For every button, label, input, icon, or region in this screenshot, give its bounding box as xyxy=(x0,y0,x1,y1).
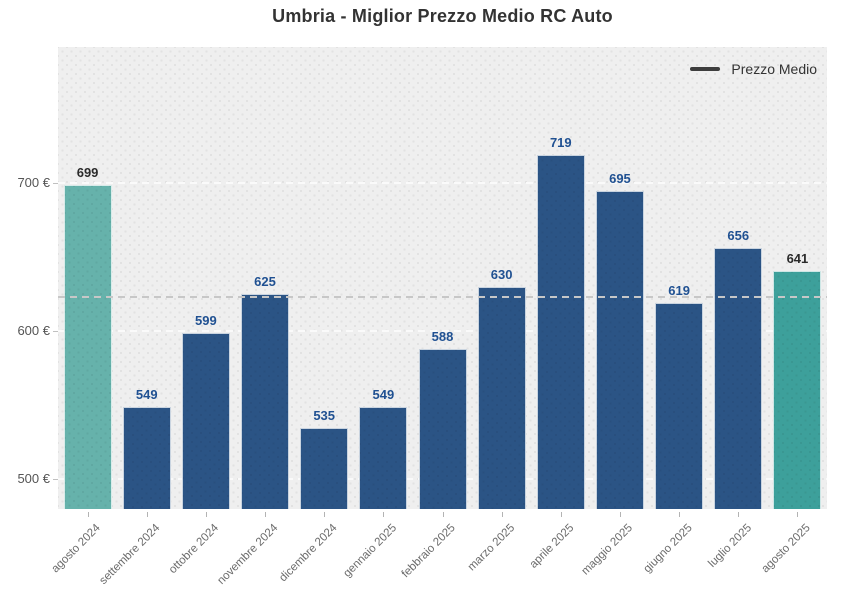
y-axis-label: 500 € xyxy=(17,471,50,487)
legend: Prezzo Medio xyxy=(690,61,817,77)
x-axis-tick xyxy=(265,512,267,517)
x-axis-label-text: novembre 2024 xyxy=(215,522,281,587)
x-axis-tick xyxy=(679,512,681,517)
x-axis-tick xyxy=(442,512,444,517)
x-axis-tick xyxy=(797,512,799,517)
x-axis-tick xyxy=(87,512,89,517)
bar-value-label: 549 xyxy=(135,386,158,402)
x-axis-tick xyxy=(738,512,740,517)
bar-value-label: 588 xyxy=(431,329,454,345)
x-axis-tick xyxy=(383,512,385,517)
bar-dicembre-2024 xyxy=(300,427,349,509)
bar-febbraio-2025 xyxy=(418,349,467,509)
bar-agosto-2025 xyxy=(773,270,822,509)
bar-value-label: 699 xyxy=(76,164,99,180)
bar-value-label: 549 xyxy=(372,386,395,402)
gridline-700 xyxy=(58,182,827,185)
y-axis-tick xyxy=(53,331,58,333)
bar-marzo-2025 xyxy=(477,286,526,509)
bar-luglio-2025 xyxy=(714,248,763,509)
x-axis-label-text: marzo 2025 xyxy=(465,522,518,574)
gridline-600 xyxy=(58,330,827,333)
bar-value-label: 619 xyxy=(668,283,690,299)
x-axis-label-text: maggio 2025 xyxy=(579,522,636,578)
y-axis-tick xyxy=(53,183,58,185)
x-axis-label-text: agosto 2024 xyxy=(49,522,104,576)
plot-area: Prezzo Medio 699 549 599 625 535 549 588 630 719… xyxy=(58,47,827,509)
bar-value-label: 625 xyxy=(254,274,276,290)
y-axis-label: 700 € xyxy=(17,175,50,191)
x-axis-tick xyxy=(560,512,562,517)
bar-value-label: 695 xyxy=(609,170,631,186)
legend-line-swatch xyxy=(690,67,721,71)
y-axis-tick xyxy=(53,479,58,481)
x-axis-label-text: giugno 2025 xyxy=(641,522,695,576)
x-axis-label-text: aprile 2025 xyxy=(527,522,577,571)
bar-ottobre-2024 xyxy=(181,332,230,509)
x-axis-label-text: ottobre 2024 xyxy=(167,522,222,577)
x-axis-label-text: settembre 2024 xyxy=(97,522,163,587)
bar-value-label: 630 xyxy=(490,266,513,282)
x-axis-tick xyxy=(619,512,621,517)
bar-value-label: 656 xyxy=(727,228,750,244)
legend-label: Prezzo Medio xyxy=(731,61,817,77)
bar-value-label: 535 xyxy=(313,407,336,423)
bar-giugno-2025 xyxy=(655,303,704,509)
bar-gennaio-2025 xyxy=(359,406,408,509)
chart-title: Umbria - Miglior Prezzo Medio RC Auto xyxy=(272,6,613,26)
x-axis-label-text: luglio 2025 xyxy=(705,522,754,570)
x-axis-tick xyxy=(146,512,148,517)
bar-aprile-2025 xyxy=(536,155,585,509)
x-axis-tick xyxy=(205,512,207,517)
x-axis-tick xyxy=(324,512,326,517)
bar-settembre-2024 xyxy=(122,406,171,509)
x-axis-tick xyxy=(501,512,503,517)
average-line xyxy=(58,295,827,298)
x-axis-label-text: dicembre 2024 xyxy=(277,522,340,585)
bar-value-label: 599 xyxy=(195,312,217,328)
bar-agosto-2024 xyxy=(63,184,112,509)
x-axis-label-text: agosto 2025 xyxy=(759,522,813,576)
x-axis-label-text: gennaio 2025 xyxy=(341,522,399,580)
x-axis-label-text: febbraio 2025 xyxy=(399,522,458,581)
bar-novembre-2024 xyxy=(241,294,290,509)
bar-value-label: 719 xyxy=(549,135,572,151)
y-axis-label: 600 € xyxy=(17,323,50,339)
bar-maggio-2025 xyxy=(595,190,644,509)
bar-value-label: 641 xyxy=(786,250,809,266)
